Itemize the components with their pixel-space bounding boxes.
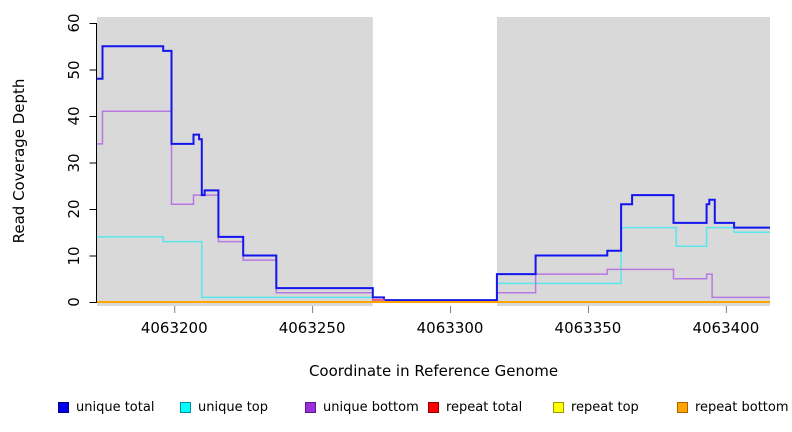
x-tick-label: 4063400 <box>692 319 760 337</box>
legend-item: repeat total <box>428 399 522 415</box>
x-tick-label: 4063300 <box>416 319 484 337</box>
y-tick-label: 0 <box>65 297 83 307</box>
legend-swatch-icon <box>305 401 316 413</box>
y-tick-label: 60 <box>65 13 83 33</box>
legend-item: unique total <box>58 399 154 415</box>
shaded-band <box>496 17 770 306</box>
series-unique-top <box>97 226 770 303</box>
y-tick-label: 10 <box>65 245 83 266</box>
legend-label: repeat top <box>571 399 639 415</box>
legend-item: repeat top <box>553 399 639 415</box>
y-tick-label: 50 <box>65 59 83 80</box>
legend-item: unique top <box>180 399 268 415</box>
legend-swatch-icon <box>428 401 439 413</box>
x-tick-label: 4063350 <box>554 319 622 337</box>
legend-swatch-icon <box>677 401 688 413</box>
legend-item: repeat bottom <box>677 399 789 415</box>
legend-label: repeat total <box>446 399 523 415</box>
legend-swatch-icon <box>58 401 69 413</box>
legend-swatch-icon <box>553 401 564 413</box>
y-tick-label: 30 <box>65 152 83 173</box>
shaded-band <box>97 17 373 306</box>
legend-swatch-icon <box>180 401 191 413</box>
x-tick-label: 4063250 <box>278 319 346 337</box>
legend-label: unique total <box>76 399 155 415</box>
x-tick-label: 4063200 <box>140 319 208 337</box>
y-tick-label: 20 <box>65 199 83 219</box>
legend-label: repeat bottom <box>695 399 789 415</box>
legend-label: unique top <box>198 399 269 415</box>
series-unique-total <box>97 45 770 302</box>
legend-label: unique bottom <box>323 399 419 415</box>
y-tick-label: 40 <box>65 106 83 126</box>
legend-item: unique bottom <box>305 399 419 415</box>
y-axis-title: Read Coverage Depth <box>10 78 28 244</box>
x-axis-title: Coordinate in Reference Genome <box>308 362 559 380</box>
